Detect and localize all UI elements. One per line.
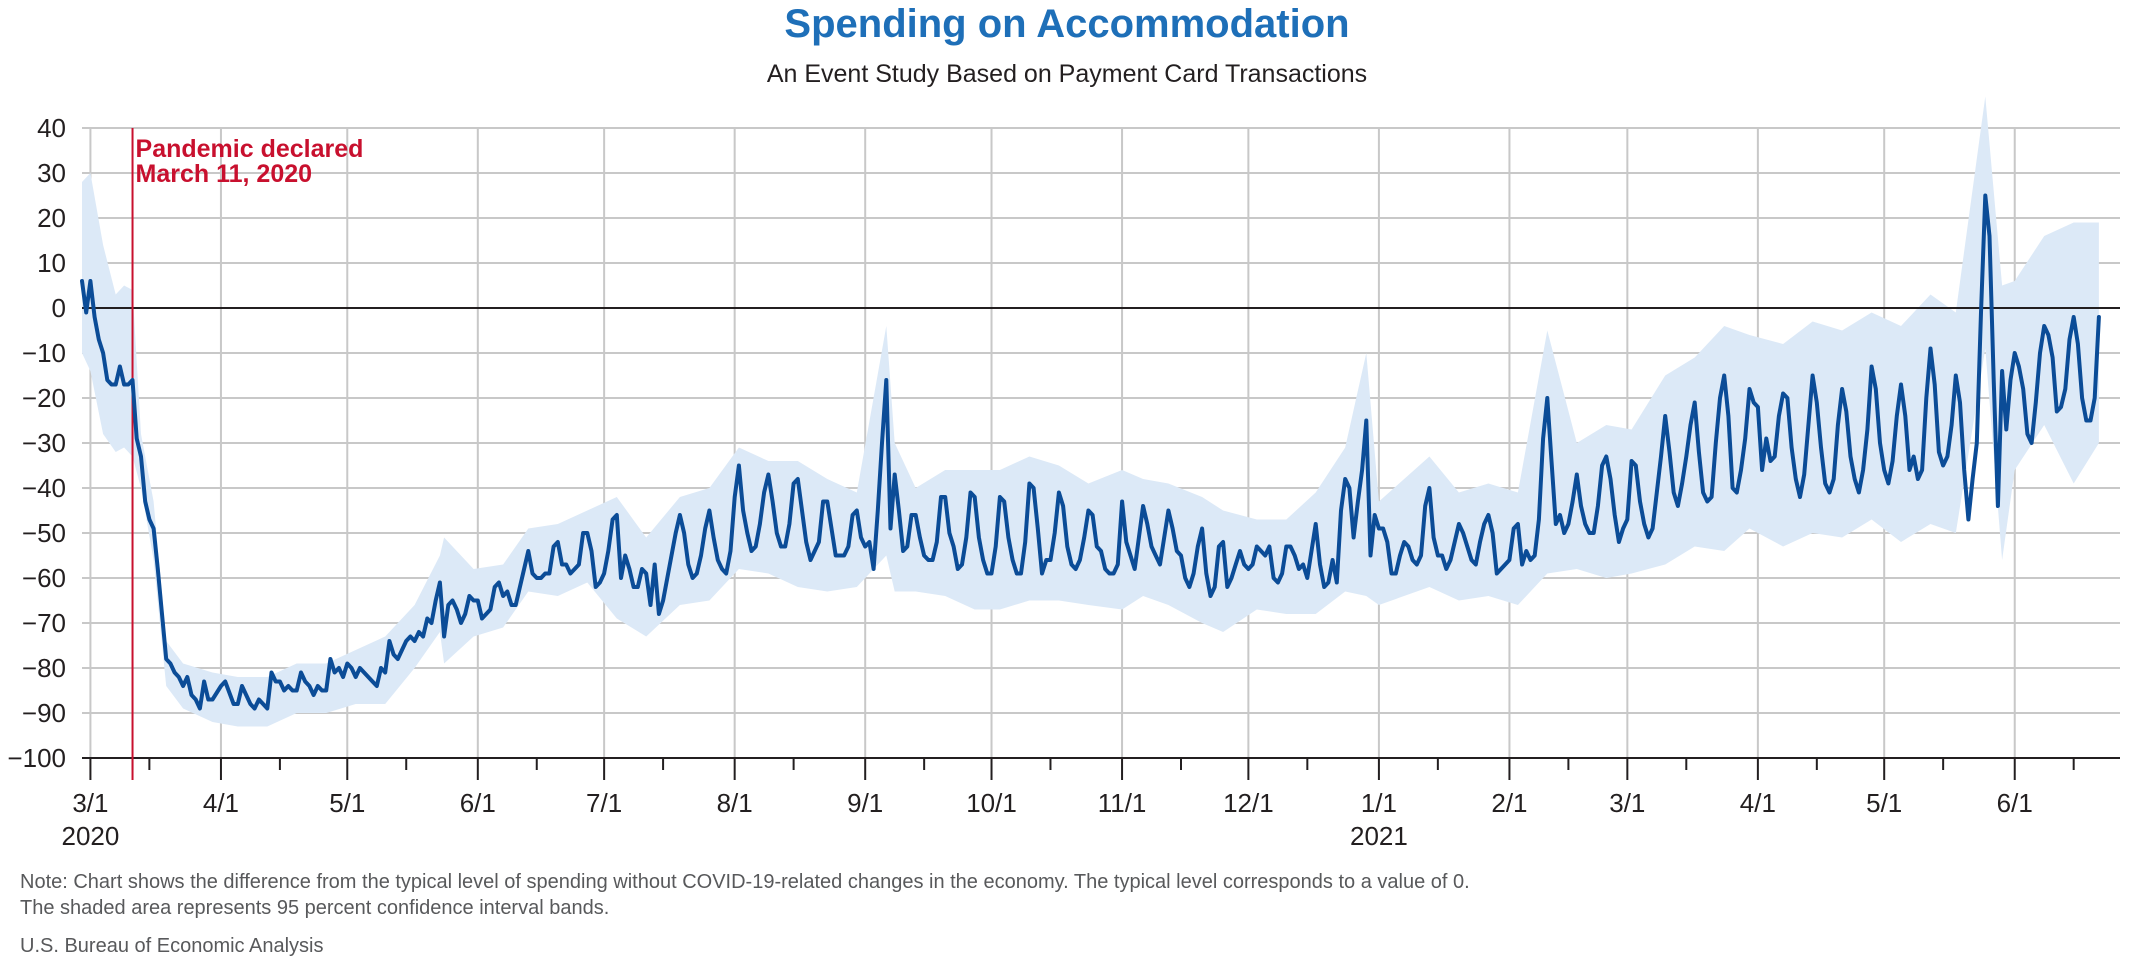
x-tick-label: 4/1 [203, 788, 239, 818]
x-tick-label: 2/1 [1491, 788, 1527, 818]
y-tick-label: −70 [22, 608, 66, 638]
x-tick-label: 6/1 [1997, 788, 2033, 818]
x-tick-label: 3/1 [72, 788, 108, 818]
y-tick-label: −80 [22, 653, 66, 683]
y-tick-label: −60 [22, 563, 66, 593]
x-tick-label: 8/1 [717, 788, 753, 818]
event-annotation-line-1: Pandemic declared [136, 135, 364, 163]
x-tick-label: 9/1 [847, 788, 883, 818]
series-line [80, 193, 2101, 711]
y-tick-label: −30 [22, 428, 66, 458]
x-tick-label: 4/1 [1740, 788, 1776, 818]
y-tick-label: −100 [7, 743, 66, 773]
confidence-band-layer [82, 96, 2099, 727]
x-tick-label: 1/1 [1361, 788, 1397, 818]
chart-subtitle: An Event Study Based on Payment Card Tra… [766, 60, 1368, 88]
x-tick-label: 5/1 [329, 788, 365, 818]
x-tick-year-label: 2021 [1350, 821, 1408, 851]
x-tick-label: 7/1 [586, 788, 622, 818]
y-tick-label: −50 [22, 518, 66, 548]
y-tick-label: 10 [37, 248, 66, 278]
chart-note-line-1: Note: Chart shows the difference from th… [20, 871, 1470, 893]
x-tick-label: 11/1 [1098, 788, 1147, 818]
y-tick-label: 0 [52, 293, 66, 323]
y-tick-label: −20 [22, 383, 66, 413]
y-tick-label: −10 [22, 338, 66, 368]
confidence-band [82, 96, 2099, 727]
event-annotation-line-2: March 11, 2020 [136, 160, 313, 188]
x-tick-label: 10/1 [966, 788, 1017, 818]
chart-title: Spending on Accommodation [784, 2, 1350, 46]
x-tick-label: 12/1 [1223, 788, 1274, 818]
chart-note-line-2: The shaded area represents 95 percent co… [20, 897, 610, 919]
y-tick-label: 40 [37, 113, 66, 143]
x-tick-label: 6/1 [460, 788, 496, 818]
tick-label-layer: 40 30 20 10 0 −10 −20 −30 −40 −50 −60 −70 −80 −90 −100… [7, 113, 2032, 851]
y-tick-label: 20 [37, 203, 66, 233]
series-line-layer [80, 193, 2101, 711]
y-tick-label: 30 [37, 158, 66, 188]
y-tick-label: −40 [22, 473, 66, 503]
chart-source: U.S. Bureau of Economic Analysis [20, 935, 324, 957]
axis-layer [82, 307, 2120, 780]
y-tick-label: −90 [22, 698, 66, 728]
x-tick-label: 3/1 [1609, 788, 1645, 818]
x-tick-label: 5/1 [1866, 788, 1902, 818]
x-tick-year-label: 2020 [61, 821, 119, 851]
